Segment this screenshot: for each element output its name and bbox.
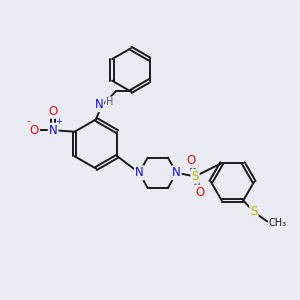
Text: CH₃: CH₃ bbox=[269, 218, 287, 228]
Text: O: O bbox=[195, 185, 204, 199]
Text: O: O bbox=[30, 124, 39, 137]
Text: N: N bbox=[172, 166, 181, 179]
Text: N: N bbox=[94, 98, 103, 111]
Text: S: S bbox=[191, 170, 199, 183]
Text: O: O bbox=[49, 105, 58, 118]
Text: -: - bbox=[27, 116, 30, 126]
Text: H: H bbox=[106, 97, 113, 107]
Text: O: O bbox=[186, 154, 195, 167]
Text: +: + bbox=[55, 117, 62, 126]
Text: N: N bbox=[49, 124, 58, 137]
Text: S: S bbox=[250, 206, 257, 218]
Text: N: N bbox=[135, 166, 144, 179]
